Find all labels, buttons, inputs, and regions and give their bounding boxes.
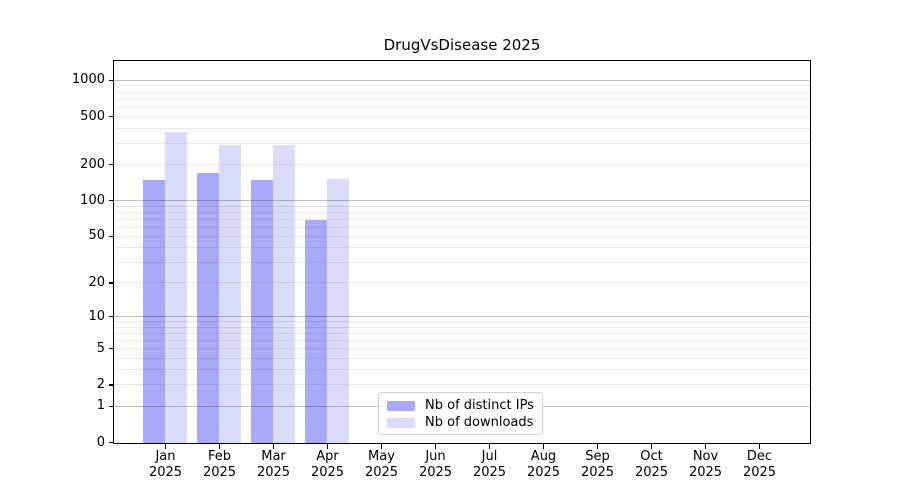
bar-feb-downloads (219, 145, 241, 443)
x-tick-mark (488, 444, 491, 449)
y-tick-label: 0 (96, 434, 105, 450)
y-tick-label: 5 (96, 340, 105, 356)
bar-apr-ips (305, 219, 327, 443)
x-tick-mark (164, 444, 167, 449)
legend-swatch-downloads (387, 418, 415, 428)
x-tick-mark (326, 444, 329, 449)
x-tick-label: Nov 2025 (688, 449, 723, 480)
y-tick-label: 10 (88, 308, 105, 324)
gridline-major (114, 200, 810, 202)
y-tick-mark (108, 116, 113, 118)
legend-item-downloads: Nb of downloads (387, 415, 534, 431)
x-tick-label: Aug 2025 (526, 449, 561, 480)
x-tick-label: Jun 2025 (418, 449, 453, 480)
y-tick-mark (108, 79, 113, 82)
y-tick-mark (108, 316, 113, 318)
y-tick-mark (108, 163, 113, 166)
x-tick-label: May 2025 (364, 449, 399, 480)
legend-label-distinct-ips: Nb of distinct IPs (425, 398, 534, 413)
y-tick-mark (108, 405, 113, 407)
grid-layer (114, 61, 810, 443)
x-tick-mark (650, 444, 653, 449)
y-tick-label: 500 (80, 108, 105, 124)
x-tick-label: Jul 2025 (472, 449, 507, 480)
gridline-minor (114, 348, 810, 350)
gridline-major (114, 79, 810, 81)
gridline-minor (114, 247, 810, 249)
gridline-minor (114, 235, 810, 237)
y-tick-mark (108, 347, 113, 350)
bar-mar-ips (251, 180, 273, 443)
legend-swatch-distinct-ips (387, 401, 415, 411)
gridline-minor (114, 340, 810, 341)
chart-title: DrugVsDisease 2025 (383, 36, 541, 54)
y-tick-mark (108, 199, 113, 202)
x-tick-mark (434, 444, 437, 449)
gridline-minor (114, 262, 810, 263)
gridline-minor (114, 164, 810, 166)
y-tick-label: 1000 (71, 72, 105, 88)
y-tick-mark (108, 235, 113, 238)
y-tick-label: 20 (88, 274, 105, 290)
bar-jan-ips (143, 180, 165, 443)
y-tick-label: 1 (96, 398, 105, 414)
gridline-minor (114, 218, 810, 220)
plot-area: Nb of distinct IPs Nb of downloads (113, 60, 811, 444)
gridline-minor (114, 116, 810, 118)
legend: Nb of distinct IPs Nb of downloads (378, 392, 543, 435)
x-tick-mark (596, 444, 599, 449)
x-tick-mark (758, 444, 761, 449)
y-tick-mark (108, 441, 113, 444)
x-tick-mark (218, 444, 221, 449)
gridline-minor (114, 384, 810, 386)
gridline-minor (114, 91, 810, 93)
gridline-minor (114, 333, 810, 334)
gridline-minor (114, 127, 810, 129)
bar-jan-downloads (165, 132, 187, 443)
gridline-minor (114, 205, 810, 207)
gridline-minor (114, 326, 810, 328)
y-tick-label: 50 (88, 228, 105, 244)
x-tick-mark (272, 444, 275, 449)
bar-layer (114, 61, 810, 443)
x-tick-mark (704, 444, 707, 449)
gridline-minor (114, 226, 810, 228)
gridline-minor (114, 321, 810, 323)
x-tick-label: Mar 2025 (256, 449, 291, 480)
gridline-minor (114, 98, 810, 100)
gridline-minor (114, 357, 810, 359)
y-tick-label: 2 (96, 376, 105, 392)
bar-apr-downloads (327, 179, 349, 443)
x-tick-mark (380, 444, 383, 449)
gridline-minor (114, 211, 810, 213)
bar-feb-ips (197, 172, 219, 443)
gridline-minor (114, 369, 810, 371)
bar-mar-downloads (273, 145, 295, 443)
y-tick-label: 200 (80, 156, 105, 172)
gridline-minor (114, 282, 810, 284)
gridline-minor (114, 106, 810, 108)
x-tick-label: Dec 2025 (742, 449, 777, 480)
gridline-major (114, 316, 810, 318)
y-tick-label: 100 (80, 192, 105, 208)
x-tick-label: Sep 2025 (580, 449, 615, 480)
x-tick-label: Apr 2025 (310, 449, 345, 480)
x-tick-mark (542, 444, 545, 449)
legend-label-downloads: Nb of downloads (425, 415, 534, 430)
gridline-minor (114, 85, 810, 87)
legend-item-distinct-ips: Nb of distinct IPs (387, 398, 534, 414)
y-tick-mark (108, 384, 113, 386)
x-tick-label: Feb 2025 (202, 449, 237, 480)
x-tick-label: Oct 2025 (634, 449, 669, 480)
gridline-minor (114, 142, 810, 144)
x-tick-label: Jan 2025 (148, 449, 183, 480)
y-tick-mark (108, 282, 113, 284)
